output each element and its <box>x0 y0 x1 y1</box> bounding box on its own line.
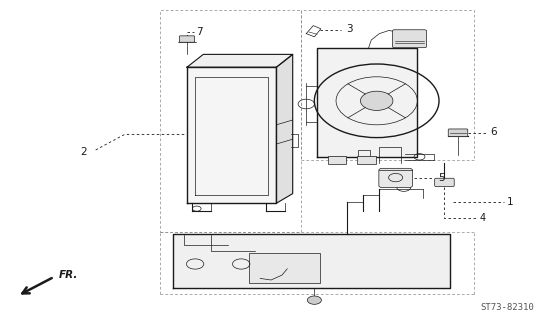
Polygon shape <box>173 234 450 288</box>
Polygon shape <box>187 54 293 67</box>
Circle shape <box>307 296 321 304</box>
Text: 2: 2 <box>80 147 87 157</box>
Text: 3: 3 <box>346 24 352 35</box>
FancyBboxPatch shape <box>379 168 412 188</box>
FancyBboxPatch shape <box>392 30 427 48</box>
Polygon shape <box>187 67 276 203</box>
Text: 7: 7 <box>196 27 203 37</box>
Polygon shape <box>276 54 293 203</box>
Text: 1: 1 <box>507 196 513 207</box>
Text: 6: 6 <box>491 127 497 137</box>
FancyBboxPatch shape <box>435 178 454 187</box>
Circle shape <box>360 91 393 110</box>
FancyBboxPatch shape <box>357 156 376 164</box>
FancyBboxPatch shape <box>448 129 468 137</box>
Text: 5: 5 <box>438 172 444 183</box>
FancyBboxPatch shape <box>249 253 320 283</box>
Text: FR.: FR. <box>59 270 78 280</box>
FancyBboxPatch shape <box>328 156 346 164</box>
Text: ST73-82310: ST73-82310 <box>480 303 534 312</box>
FancyBboxPatch shape <box>179 36 195 42</box>
Text: 4: 4 <box>480 212 486 223</box>
Polygon shape <box>317 48 417 157</box>
